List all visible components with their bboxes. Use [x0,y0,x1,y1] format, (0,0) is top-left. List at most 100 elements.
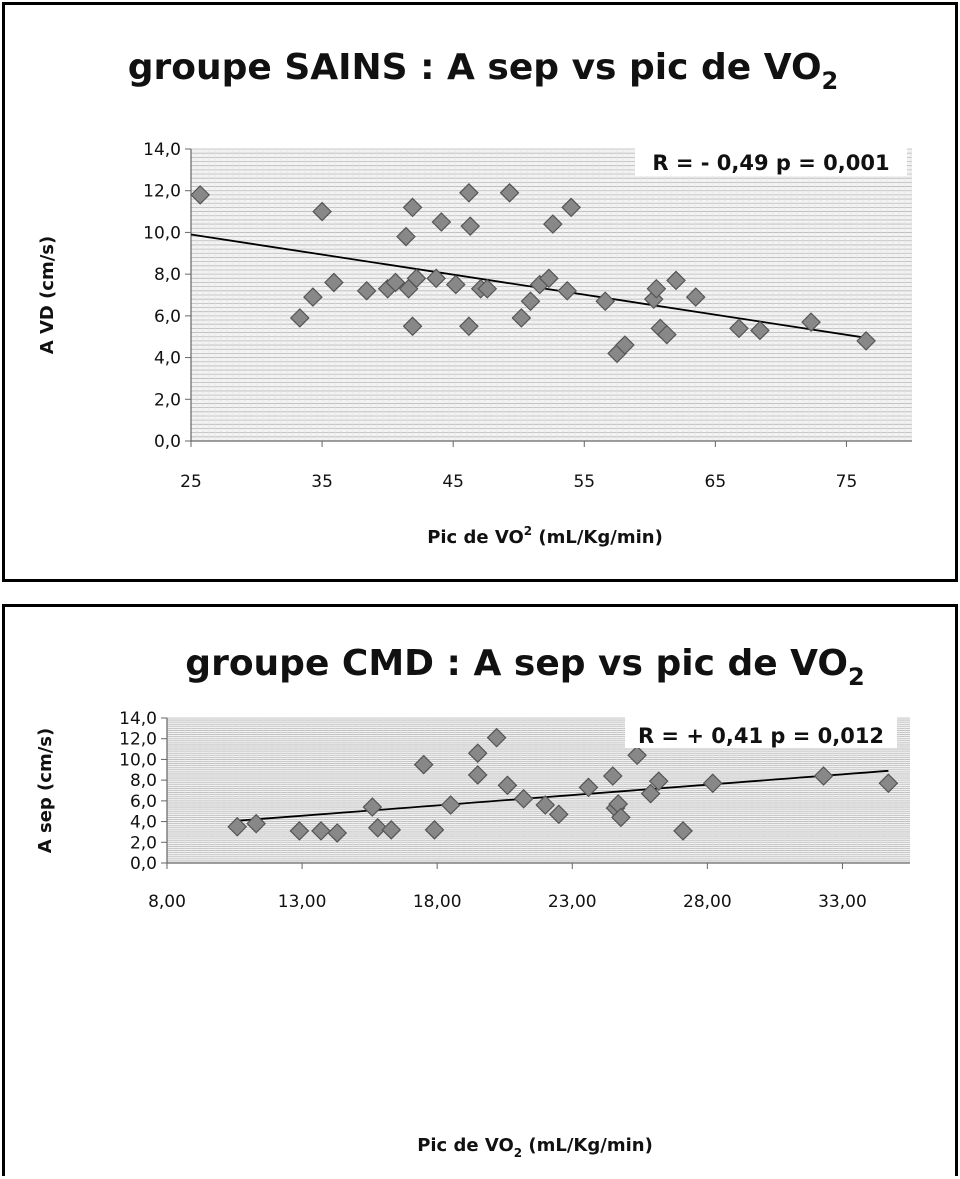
data-point [595,291,616,312]
x-tick-label: 18,00 [413,892,462,912]
data-point [499,182,520,203]
data-point [289,308,310,328]
data-point [611,807,631,828]
y-tick-label: 8,0 [130,771,157,791]
data-point [459,316,479,337]
y-tick-label: 8,0 [154,265,181,285]
data-point [557,280,578,301]
x-tick-label: 35 [311,472,333,492]
y-tick-label: 2,0 [130,833,157,853]
gridlines [190,148,912,442]
data-point [424,820,445,840]
stats-annotation: R = - 0,49 p = 0,001 [652,151,889,175]
x-axis-label-rest: (mL/Kg/min) [522,1135,653,1156]
data-point [627,745,647,766]
y-tick-label: 2,0 [154,390,181,410]
trendline [190,233,873,340]
x-axis-label-superscript: 2 [524,524,532,538]
data-point [685,287,706,307]
scatter-chart-cmd: 0,02,04,06,08,010,012,014,0 8,00 13,00 18,0… [35,643,910,1160]
x-tick-label: 23,00 [548,892,597,912]
data-point [856,331,876,351]
x-axis-label-rest: (mL/Kg/min) [532,527,663,548]
chart-panel-sains: 0,0 2,0 4,0 6,0 8,0 10,0 12,0 14,0 25 35 45 55 65 75 R… [2,2,958,582]
x-tick-label: 28,00 [683,892,732,912]
x-tick-label: 25 [180,472,202,492]
x-tick-label: 45 [442,472,464,492]
y-tick-label: 10,0 [143,223,181,243]
data-point [362,797,383,817]
data-point [440,795,461,815]
data-point [520,291,541,312]
y-tick-label: 0,0 [154,432,181,452]
y-tick-label: 12,0 [143,182,181,202]
data-point [413,754,434,775]
data-point [729,318,749,339]
data-point [227,816,248,837]
x-tick-label: 33,00 [818,892,867,912]
y-tick-label: 6,0 [130,792,157,812]
data-point [542,214,563,234]
data-points [227,727,899,843]
data-point [648,771,669,792]
x-axis-label-subscript: 2 [514,1146,522,1160]
y-axis-label: A sep (cm/s) [35,728,56,853]
data-point [396,226,416,247]
data-point [460,216,481,237]
x-axis-label-main: Pic de VO [427,527,524,548]
data-point [289,821,310,841]
chart-title: groupe SAINS : A sep vs pic de VO2 [128,47,839,95]
data-point [497,775,518,796]
y-tick-label: 4,0 [154,349,181,369]
x-axis-label: Pic de VO2 (mL/Kg/min) [417,1135,653,1160]
data-point [535,795,556,815]
chart-title: groupe CMD : A sep vs pic de VO2 [185,643,864,691]
chart-title-main: groupe CMD : A sep vs pic de VO [185,643,848,684]
data-point [561,197,582,218]
data-point [801,312,821,332]
data-point [702,773,723,794]
data-point [467,765,488,785]
y-axis-label: A VD (cm/s) [37,236,58,355]
stats-annotation-box [635,138,907,176]
data-point [657,324,677,345]
data-point [459,182,479,203]
data-point [615,335,635,355]
data-point [312,201,332,222]
y-tick-label: 6,0 [154,307,181,327]
x-tick-label: 8,00 [148,892,186,912]
x-tick-label: 75 [836,472,858,492]
stats-annotation: R = + 0,41 p = 0,012 [638,724,884,748]
data-point [602,766,623,786]
data-point [878,773,899,794]
x-axis-label: Pic de VO2 (mL/Kg/min) [427,524,663,548]
x-tick-label: 55 [573,472,595,492]
data-point [548,804,569,825]
trendline [239,769,889,822]
stats-annotation-box [625,712,897,748]
data-point [813,766,834,786]
data-point [513,788,534,809]
data-point [327,823,348,843]
data-point [402,316,423,337]
data-point [750,320,770,341]
data-point [190,185,211,205]
data-point [324,272,344,293]
data-point [646,278,667,299]
data-point [381,820,402,840]
scatter-chart-sains: 0,0 2,0 4,0 6,0 8,0 10,0 12,0 14,0 25 35 45 55 65 75 R… [37,47,912,548]
data-point [303,287,323,307]
data-point [311,821,331,841]
y-tick-label: 12,0 [119,730,157,750]
data-point [666,270,686,291]
x-tick-label: 65 [705,472,727,492]
gridlines [166,717,910,864]
chart-panel-cmd: 0,0 2,0 4,0 6,0 8,0 10,0 12,0 14,0 8,00 13,00 18,0… [2,604,958,1176]
x-axis-label-main: Pic de VO [417,1135,514,1156]
chart-title-main: groupe SAINS : A sep vs pic de VO [128,47,822,88]
data-point [445,274,466,295]
data-point [539,268,559,289]
data-point [578,777,599,798]
data-point [402,197,423,218]
x-tick-label: 13,00 [278,892,327,912]
